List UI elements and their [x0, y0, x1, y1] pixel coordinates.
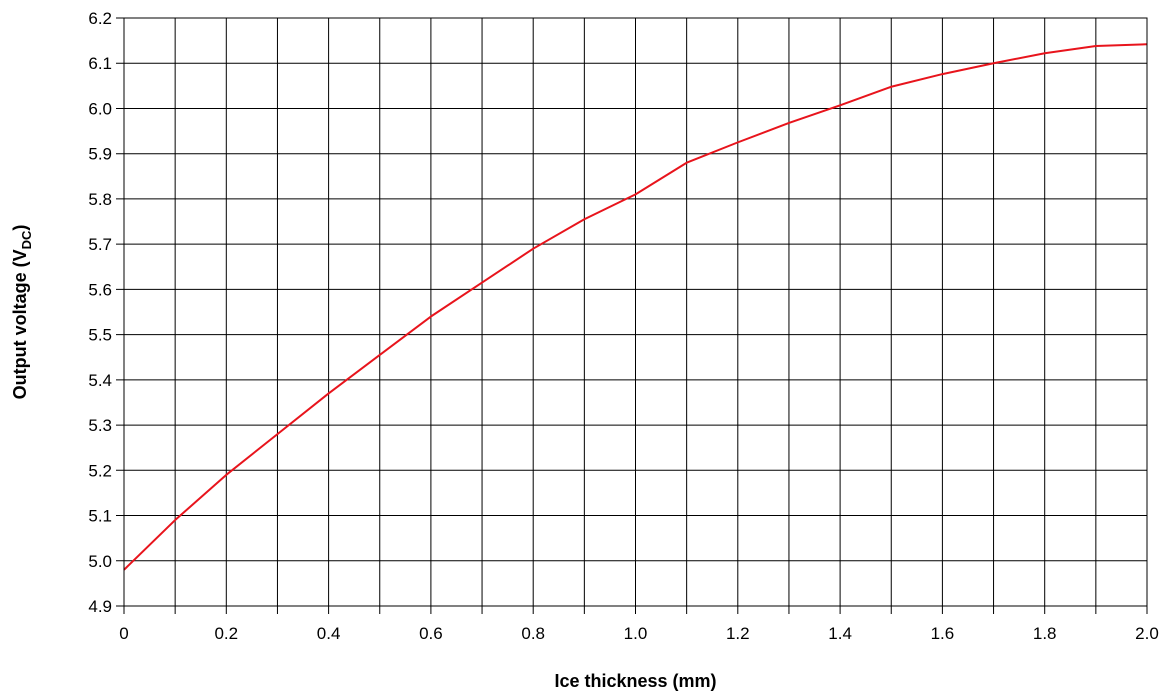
- y-tick-label: 5.6: [88, 280, 112, 299]
- x-tick-label: 1.0: [624, 624, 648, 643]
- y-axis-title-close: ): [10, 225, 30, 231]
- y-tick-label: 5.0: [88, 552, 112, 571]
- y-tick-label: 5.1: [88, 507, 112, 526]
- x-tick-label: 0: [119, 624, 128, 643]
- x-tick-label: 1.4: [828, 624, 852, 643]
- y-tick-label: 6.1: [88, 54, 112, 73]
- x-axis-title: Ice thickness (mm): [554, 671, 716, 691]
- x-tick-label: 1.8: [1033, 624, 1057, 643]
- series-line: [123, 43, 1148, 571]
- x-tick-label: 2.0: [1135, 624, 1159, 643]
- y-tick-label: 6.0: [88, 99, 112, 118]
- y-tick-label: 4.9: [88, 597, 112, 616]
- y-tick-label: 5.7: [88, 235, 112, 254]
- x-axis-ticks: 0 0.2 0.4 0.6 0.8 1.0 1.2 1.4 1.6 1.8 2.0: [119, 624, 1159, 643]
- x-tick-label: 0.2: [214, 624, 238, 643]
- y-tick-label: 5.8: [88, 190, 112, 209]
- y-tick-label: 5.3: [88, 416, 112, 435]
- series-layer: [123, 43, 1148, 571]
- grid: [116, 17, 1148, 614]
- x-tick-label: 1.6: [931, 624, 955, 643]
- y-tick-label: 5.5: [88, 326, 112, 345]
- y-tick-label: 5.4: [88, 371, 112, 390]
- y-axis-title-subscript: DC: [19, 230, 34, 249]
- x-tick-label: 0.4: [317, 624, 341, 643]
- y-axis-title: Output voltage (VDC): [10, 225, 34, 400]
- y-axis-title-main: Output voltage (V: [10, 249, 30, 399]
- x-tick-label: 0.8: [521, 624, 545, 643]
- y-axis-ticks: 4.9 5.0 5.1 5.2 5.3 5.4 5.5 5.6 5.7 5.8 5.9 6.0 6.1 6…: [88, 9, 112, 616]
- y-tick-label: 6.2: [88, 9, 112, 28]
- x-tick-label: 1.2: [726, 624, 750, 643]
- x-tick-label: 0.6: [419, 624, 443, 643]
- plot-frame: [123, 17, 1148, 607]
- y-tick-label: 5.2: [88, 461, 112, 480]
- y-tick-label: 5.9: [88, 145, 112, 164]
